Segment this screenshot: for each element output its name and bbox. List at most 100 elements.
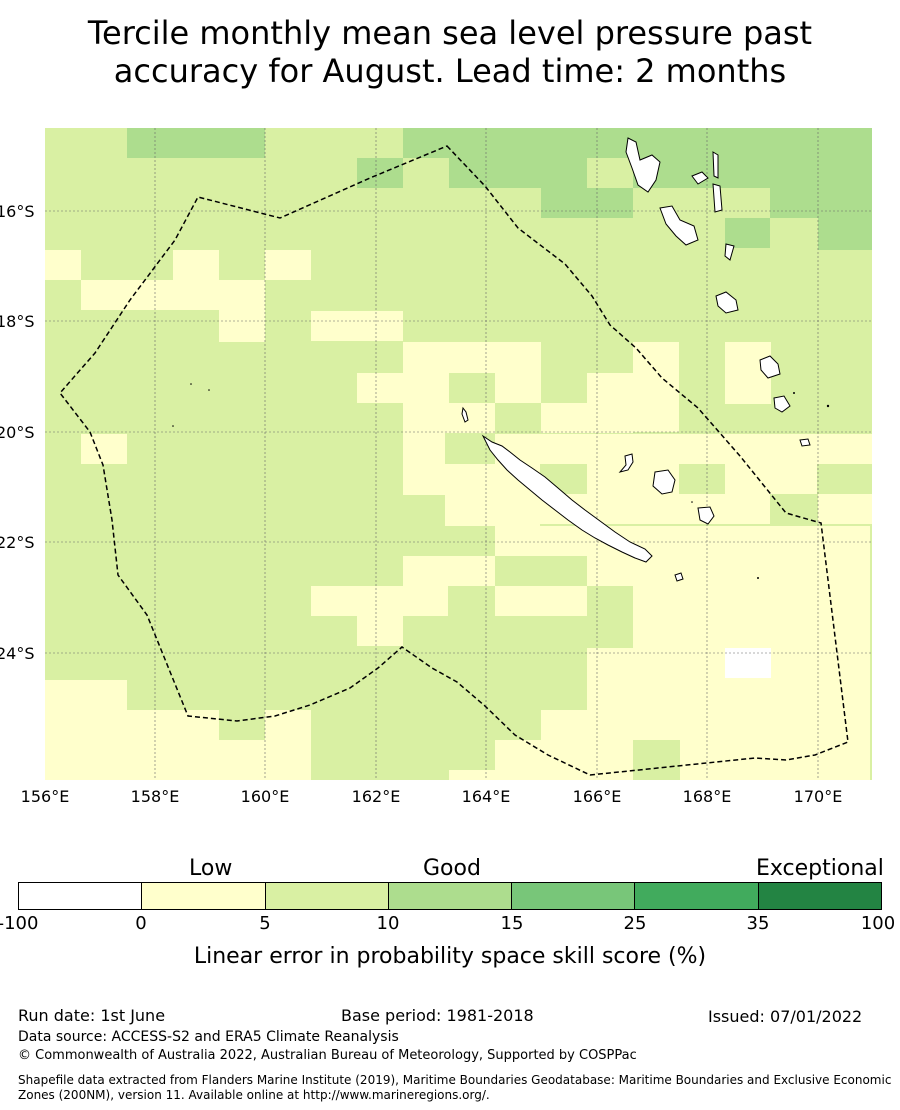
legend-category-low: Low (189, 856, 233, 881)
vanuatu-islet-1 (712, 151, 719, 179)
lon-tick-162e: 162°E (351, 787, 401, 806)
skill-cell (311, 311, 403, 341)
islet-dot (208, 389, 210, 391)
vanuatu-islet-2 (691, 171, 709, 185)
title-line-1: Tercile monthly mean sea level pressure … (87, 14, 813, 52)
lat-tick-22s: 22°S (0, 533, 35, 552)
skill-cell (403, 556, 495, 586)
gridlines (45, 128, 872, 780)
title-line-2: accuracy for August. Lead time: 2 months (113, 52, 787, 90)
espiritu-santo-island (659, 205, 699, 246)
aneityum-island (799, 438, 811, 447)
colorbar (18, 882, 882, 910)
erromango-island (773, 395, 791, 413)
colorbar-segment (635, 883, 759, 909)
efate-island (759, 355, 781, 379)
skill-cell (403, 433, 445, 495)
lat-tick-18s: 18°S (0, 312, 35, 331)
skill-cell (725, 648, 771, 678)
colorbar-tick: 35 (746, 913, 770, 934)
skill-cell (770, 494, 818, 526)
skill-cell (219, 280, 265, 342)
skill-cell (818, 434, 864, 464)
colorbar-tick: 25 (623, 913, 647, 934)
islet-dot (172, 425, 174, 427)
colorbar-segment (265, 883, 389, 909)
skill-cell (495, 740, 633, 780)
lon-tick-158e: 158°E (130, 787, 180, 806)
skill-cell (403, 342, 541, 373)
run-date: Run date: 1st June (18, 1006, 166, 1025)
skill-cell (818, 218, 872, 250)
skill-cell (541, 710, 870, 740)
skill-cell (495, 586, 587, 616)
lat-tick-16s: 16°S (0, 202, 35, 221)
islet-dot (826, 404, 830, 408)
colorbar-tick: 0 (135, 913, 147, 934)
lat-tick-20s: 20°S (0, 423, 35, 442)
skill-cell (541, 403, 587, 433)
isle-of-pines (674, 572, 684, 582)
skill-cell (633, 342, 679, 432)
vanuatu-islet-4 (724, 243, 735, 261)
skill-cell (357, 158, 403, 188)
skill-cell (770, 188, 872, 218)
colorbar-label: Linear error in probability space skill … (193, 944, 707, 969)
colorbar-tick: -100 (0, 913, 39, 934)
skill-cell (633, 740, 679, 770)
colorbar-segment (142, 883, 266, 909)
base-period: Base period: 1981-2018 (341, 1006, 534, 1025)
skill-cell (219, 740, 265, 780)
data-source: Data source: ACCESS-S2 and ERA5 Climate … (18, 1029, 399, 1045)
skill-cell (45, 680, 127, 780)
skill-cell (127, 128, 265, 158)
skill-cell (633, 586, 870, 616)
ouvea-island (618, 453, 634, 473)
skill-cell (725, 218, 770, 248)
islet-dot (190, 383, 192, 385)
skill-cell (449, 158, 587, 188)
skill-grid (45, 128, 872, 780)
islet-dot (757, 577, 759, 579)
skill-cell (81, 434, 127, 464)
lifou-island (652, 469, 676, 495)
skill-cell (495, 373, 541, 403)
colorbar-segment (512, 883, 636, 909)
lon-tick-168e: 168°E (682, 787, 732, 806)
skill-cell (357, 373, 449, 403)
lon-tick-166e: 166°E (572, 787, 622, 806)
colorbar-tick: 15 (500, 913, 524, 934)
lon-tick-164e: 164°E (461, 787, 511, 806)
skill-cell (678, 158, 872, 188)
islet-dot (691, 501, 693, 503)
skill-cell (495, 434, 872, 464)
shapefile-credit: Shapefile data extracted from Flanders M… (18, 1073, 892, 1102)
skill-cell (541, 188, 633, 218)
lon-tick-170e: 170°E (793, 787, 843, 806)
belep-islet (461, 406, 469, 423)
skill-cell (81, 280, 219, 310)
legend-category-good: Good (423, 856, 481, 881)
issued-date: Issued: 07/01/2022 (708, 1007, 863, 1026)
skill-cell (725, 464, 817, 494)
lat-tick-24s: 24°S (0, 644, 35, 663)
skill-cell (587, 373, 633, 433)
skill-cell (265, 250, 311, 280)
copyright: © Commonwealth of Australia 2022, Austra… (18, 1048, 637, 1063)
lon-tick-160e: 160°E (240, 787, 290, 806)
colorbar-segment (388, 883, 513, 909)
skill-cell (127, 710, 219, 780)
islet-dot (793, 392, 795, 394)
skill-cell (495, 526, 587, 556)
vanuatu-islet-5 (715, 291, 739, 314)
skill-cell (265, 710, 311, 780)
new-caledonia-landmass (481, 434, 653, 563)
colorbar-tick: 10 (376, 913, 400, 934)
skill-cell (357, 616, 403, 646)
lon-tick-156e: 156°E (20, 787, 70, 806)
mare-island (697, 506, 715, 525)
legend-category-exceptional: Exceptional (756, 856, 884, 881)
chart-title: Tercile monthly mean sea level pressure … (0, 14, 900, 90)
colorbar-segment (758, 883, 881, 909)
skill-map (45, 128, 872, 780)
